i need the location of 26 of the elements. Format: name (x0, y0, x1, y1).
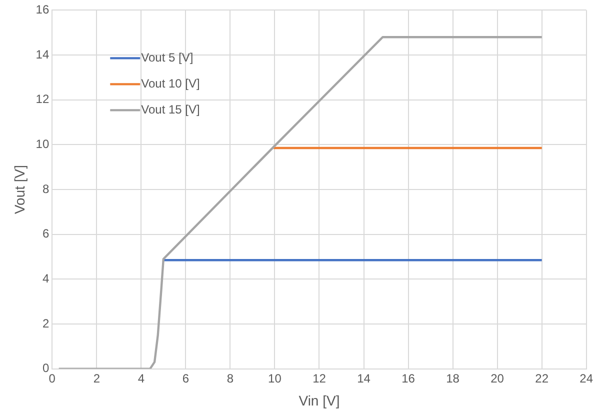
y-axis-title: Vout [V] (11, 164, 28, 214)
y-tick-label: 12 (36, 92, 50, 106)
x-tick-label: 14 (357, 371, 371, 386)
x-tick-label: 6 (182, 371, 190, 386)
x-tick-label: 12 (312, 371, 326, 386)
y-tick-label: 0 (42, 361, 50, 376)
y-tick-label: 4 (42, 271, 50, 286)
legend-label: Vout 15 [V] (141, 102, 200, 117)
legend-label: Vout 10 [V] (141, 76, 200, 91)
x-tick-label: 10 (268, 371, 282, 386)
x-tick-label: 22 (535, 371, 549, 386)
x-tick-label: 16 (402, 371, 416, 386)
y-tick-label: 10 (36, 136, 50, 151)
y-tick-label: 16 (36, 2, 50, 17)
x-tick-label: 20 (490, 371, 504, 386)
y-tick-label: 2 (42, 316, 50, 330)
legend-label: Vout 5 [V] (141, 50, 194, 65)
x-tick-label: 4 (138, 371, 145, 386)
y-tick-label: 6 (42, 226, 50, 241)
y-tick-label: 14 (36, 47, 50, 62)
x-tick-label: 18 (446, 371, 460, 386)
y-tick-label: 8 (42, 182, 50, 196)
x-tick-label: 2 (93, 371, 100, 386)
x-tick-label: 24 (580, 371, 594, 386)
x-tick-label: 8 (226, 371, 234, 386)
x-axis-title: Vin [V] (298, 392, 340, 408)
